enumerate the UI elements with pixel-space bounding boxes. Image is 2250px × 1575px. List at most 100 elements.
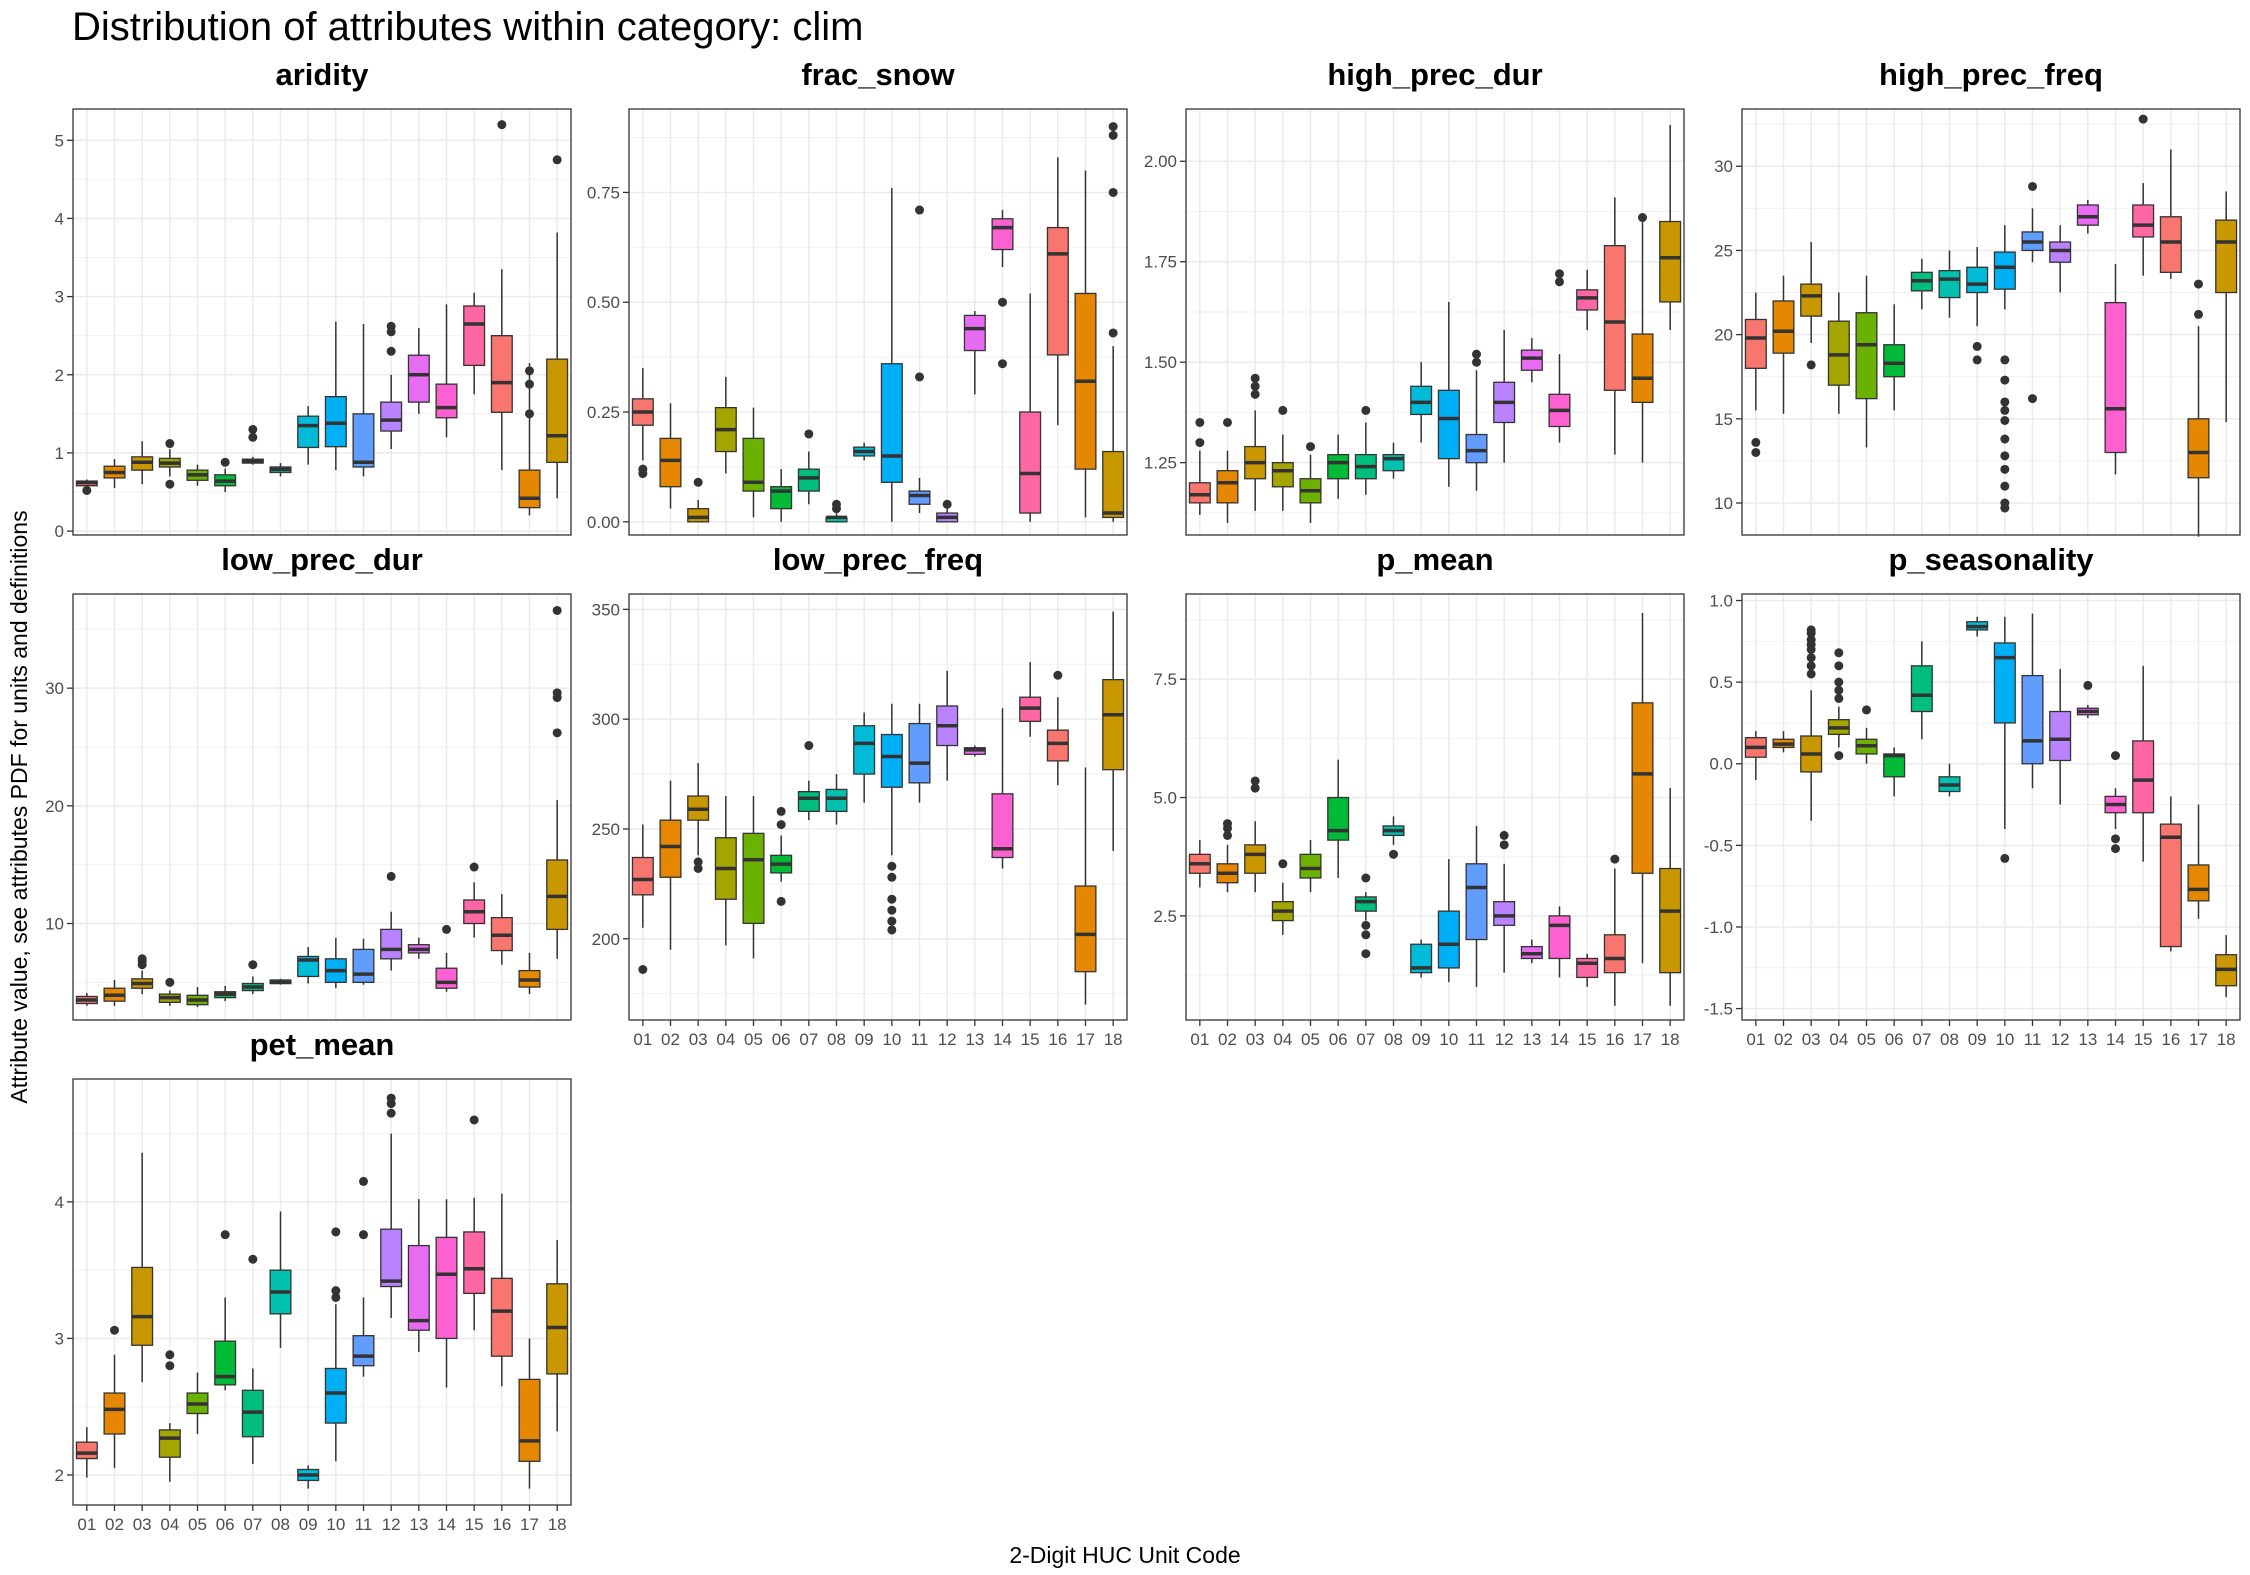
y-tick-label: 4 xyxy=(55,1193,64,1212)
box-13 xyxy=(963,745,986,757)
outlier-point xyxy=(165,1361,175,1371)
x-tick-label: 16 xyxy=(2161,1030,2180,1049)
x-tick-label: 07 xyxy=(799,1030,818,1049)
panel-background xyxy=(629,594,1127,1020)
box-15 xyxy=(1576,953,1599,987)
iqr-box xyxy=(991,793,1014,859)
box-04 xyxy=(1827,648,1850,761)
outlier-point xyxy=(887,861,897,871)
x-tick-label: 14 xyxy=(437,1515,456,1534)
outlier-point xyxy=(469,862,479,872)
iqr-box xyxy=(1603,934,1626,974)
panel-low-prec-dur: low_prec_dur 10 20 30 xyxy=(45,542,572,1021)
iqr-box xyxy=(1800,283,1823,317)
x-tick-label: 15 xyxy=(2134,1030,2153,1049)
outlier-point xyxy=(1638,213,1647,223)
x-tick-label: 02 xyxy=(105,1515,124,1534)
panel-title: low_prec_dur xyxy=(221,542,423,577)
y-tick-label: 2.5 xyxy=(1153,907,1177,926)
iqr-box xyxy=(546,859,569,931)
x-tick-label: 17 xyxy=(2189,1030,2208,1049)
x-tick-label: 04 xyxy=(716,1030,735,1049)
iqr-box xyxy=(880,733,903,788)
x-tick-label: 17 xyxy=(1633,1030,1652,1049)
iqr-box xyxy=(1772,300,1795,354)
box-10 xyxy=(324,937,347,989)
iqr-box xyxy=(659,819,682,878)
x-tick-label: 06 xyxy=(772,1030,791,1049)
outlier-point xyxy=(165,439,175,449)
box-15 xyxy=(463,862,486,938)
x-tick-label: 15 xyxy=(1578,1030,1597,1049)
x-tick-label: 03 xyxy=(1802,1030,1821,1049)
iqr-box xyxy=(380,1228,403,1288)
panel-high-prec-freq: high_prec_freq 10 15 20 25 30 xyxy=(1714,57,2241,537)
box-09 xyxy=(1966,616,1989,637)
x-tick-label: 02 xyxy=(1774,1030,1793,1049)
y-tick-label: 0.00 xyxy=(587,513,620,532)
box-17 xyxy=(518,1338,541,1489)
box-14 xyxy=(991,210,1014,369)
y-tick-label: 1 xyxy=(55,444,64,463)
panel-title: low_prec_freq xyxy=(773,542,983,577)
outlier-point xyxy=(1972,355,1982,365)
x-tick-label: 05 xyxy=(1857,1030,1876,1049)
y-tick-label: 0.75 xyxy=(587,183,620,202)
iqr-box xyxy=(352,413,375,468)
outlier-point xyxy=(1472,357,1481,367)
outlier-point xyxy=(248,1254,258,1264)
x-tick-label: 09 xyxy=(299,1515,318,1534)
box-03 xyxy=(1800,625,1823,821)
outlier-point xyxy=(915,205,924,215)
outlier-point xyxy=(638,464,648,474)
outlier-point xyxy=(552,155,562,165)
outlier-point xyxy=(525,366,534,376)
iqr-box xyxy=(1271,462,1294,488)
panel-background xyxy=(1742,109,2240,535)
box-03 xyxy=(1244,776,1267,893)
panel-background xyxy=(73,1079,571,1505)
outlier-point xyxy=(1223,819,1232,829)
box-04 xyxy=(1827,292,1850,414)
y-tick-label: 4 xyxy=(55,209,64,228)
box-14 xyxy=(1548,269,1571,443)
box-14 xyxy=(991,708,1014,869)
x-tick-label: 17 xyxy=(1076,1030,1095,1049)
outlier-point xyxy=(1472,349,1481,359)
box-16 xyxy=(1603,197,1626,455)
box-12 xyxy=(2049,225,2072,293)
x-tick-label: 14 xyxy=(1550,1030,1569,1049)
iqr-box xyxy=(2215,219,2238,294)
box-09 xyxy=(1410,362,1433,443)
iqr-box xyxy=(1855,312,1878,400)
panel-low-prec-freq: low_prec_freq 200 250 300 350 01 02 03 04 05 06 07 0… xyxy=(592,542,1128,1049)
outlier-point xyxy=(2111,844,2120,854)
box-06 xyxy=(1327,434,1350,499)
iqr-box xyxy=(2132,204,2155,238)
x-tick-label: 02 xyxy=(661,1030,680,1049)
iqr-box xyxy=(407,354,430,403)
outlier-point xyxy=(469,1115,479,1125)
box-03 xyxy=(131,954,154,995)
y-tick-label: 1.75 xyxy=(1144,253,1177,272)
box-01 xyxy=(1188,417,1211,515)
iqr-box xyxy=(490,1277,513,1357)
iqr-box xyxy=(2104,301,2127,454)
iqr-box xyxy=(1216,470,1239,504)
iqr-box xyxy=(1019,411,1042,514)
iqr-box xyxy=(963,314,986,352)
iqr-box xyxy=(1327,796,1350,841)
outlier-point xyxy=(1499,840,1509,850)
iqr-box xyxy=(1074,885,1097,973)
box-07 xyxy=(241,1254,264,1465)
iqr-box xyxy=(1993,251,2016,290)
outlier-point xyxy=(1053,670,1063,680)
iqr-box xyxy=(825,788,848,813)
iqr-box xyxy=(214,1340,237,1386)
x-tick-label: 10 xyxy=(1995,1030,2014,1049)
box-05 xyxy=(186,987,209,1008)
iqr-box xyxy=(518,469,541,509)
box-09 xyxy=(853,712,876,803)
box-14 xyxy=(2104,263,2127,475)
box-04 xyxy=(714,376,737,474)
